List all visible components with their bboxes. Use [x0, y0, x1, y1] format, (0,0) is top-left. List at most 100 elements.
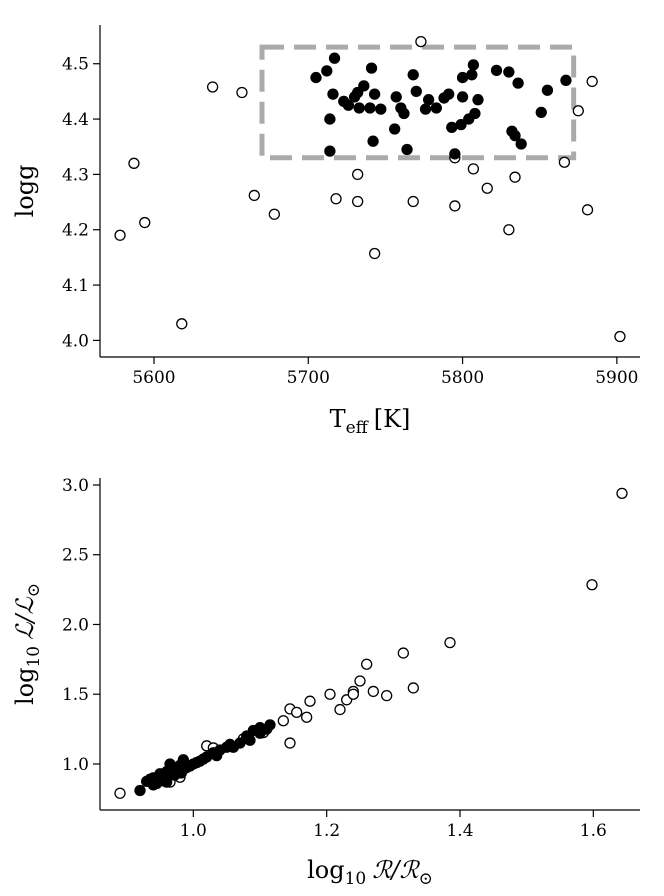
open-data-point [481, 182, 493, 194]
filled-data-point [509, 130, 521, 142]
x-axis-label-sub: eff [346, 418, 370, 438]
filled-data-point [466, 69, 478, 81]
open-data-point [558, 156, 571, 168]
open-data-point [248, 189, 260, 202]
y-tick-label: 4.4 [62, 110, 89, 130]
open-data-point [367, 685, 379, 698]
open-data-point [304, 695, 316, 707]
y-tick-label: 4.5 [62, 55, 89, 75]
y-axis-label: log10 ℒ/ℒ⊙ [11, 583, 44, 705]
filled-data-point [541, 84, 554, 96]
open-data-point [407, 682, 419, 694]
filled-data-point [368, 88, 381, 100]
filled-data-point [398, 107, 410, 120]
open-data-point [176, 318, 188, 330]
open-data-point [324, 688, 336, 700]
y-tick-label: 2.0 [62, 615, 89, 635]
filled-data-point [324, 145, 336, 157]
y-tick-label: 1.5 [62, 685, 89, 705]
open-data-point [352, 195, 364, 208]
x-tick-label: 5700 [287, 368, 330, 388]
filled-data-point [244, 734, 256, 746]
open-data-point [268, 208, 280, 220]
y-tick-label: 4.2 [62, 221, 89, 241]
filled-data-point [328, 52, 341, 64]
filled-data-point [147, 779, 159, 791]
filled-data-point [419, 103, 432, 115]
filled-data-point [446, 121, 458, 134]
filled-data-point [456, 91, 469, 103]
x-tick-label: 1.6 [580, 821, 607, 841]
open-data-point [354, 675, 366, 687]
open-data-point [444, 636, 456, 649]
filled-data-point [472, 94, 484, 106]
filled-data-point [358, 80, 370, 92]
filled-data-point [327, 88, 339, 100]
open-data-point [330, 193, 342, 205]
open-data-point [361, 658, 373, 670]
filled-data-point [467, 59, 480, 71]
filled-data-point [264, 719, 276, 731]
filled-data-point [490, 64, 503, 77]
filled-data-point [422, 94, 435, 106]
x-tick-label: 1.4 [446, 821, 473, 841]
filled-data-point [503, 66, 515, 78]
y-axis-label-subsymbol: ⊙ [24, 583, 44, 597]
filled-data-point [134, 784, 146, 797]
x-tick-label: 5900 [595, 368, 638, 388]
x-axis-label-subsymbol: ⊙ [419, 869, 433, 889]
y-axis-label-prefix: log [11, 668, 39, 706]
filled-data-point [455, 118, 467, 131]
filled-data-point [512, 77, 524, 89]
filled-data-point [515, 138, 527, 150]
filled-data-point [390, 91, 402, 103]
filled-data-point [430, 102, 442, 114]
open-data-point [614, 330, 626, 343]
x-tick-label: 1.2 [313, 821, 340, 841]
y-axis-label-sub: 10 [24, 646, 44, 668]
filled-data-point [560, 74, 572, 86]
y-tick-label: 4.0 [62, 331, 89, 351]
open-data-point [381, 689, 393, 702]
filled-data-point [324, 113, 336, 125]
filled-data-point [469, 107, 481, 120]
filled-data-point [401, 143, 413, 156]
y-tick-label: 4.3 [62, 165, 89, 185]
filled-data-point [449, 148, 461, 160]
open-data-point [352, 168, 364, 181]
x-axis-label-main: T [330, 405, 346, 433]
open-data-point [236, 86, 248, 99]
open-data-point [449, 200, 461, 212]
open-data-point [368, 247, 381, 260]
open-data-point [334, 703, 346, 716]
logg-vs-teff-chart: 5600 5700 5800 5900 4.0 4.1 4.2 4.3 4.4 4.5 Teff [K… [11, 25, 640, 438]
filled-data-point [367, 135, 379, 147]
filled-data-point [407, 69, 419, 81]
open-data-point [128, 157, 140, 169]
open-data-point [586, 579, 598, 591]
open-data-point [397, 647, 409, 659]
open-data-point [616, 487, 628, 499]
y-tick-label: 3.0 [62, 476, 89, 496]
filled-data-point [365, 62, 378, 74]
filled-data-point [321, 65, 333, 77]
filled-data-point [535, 106, 547, 119]
x-tick-label: 1.0 [180, 821, 207, 841]
y-tick-label: 4.1 [62, 276, 89, 296]
open-data-point [291, 706, 303, 719]
x-tick-label: 5800 [441, 368, 484, 388]
x-axis-label-prefix: log [307, 856, 345, 884]
open-data-point [301, 711, 313, 723]
y-tick-label: 1.0 [62, 755, 89, 775]
open-data-point [114, 229, 126, 241]
y-tick-label: 2.5 [62, 546, 89, 566]
filled-data-point [364, 102, 376, 114]
open-data-point [407, 195, 419, 208]
filled-data-point [375, 103, 387, 115]
open-data-point [114, 787, 126, 799]
open-data-point [277, 715, 289, 727]
x-tick-label: 5600 [132, 368, 175, 388]
x-axis-label: log10 ℛ/ℛ⊙ [307, 856, 433, 889]
